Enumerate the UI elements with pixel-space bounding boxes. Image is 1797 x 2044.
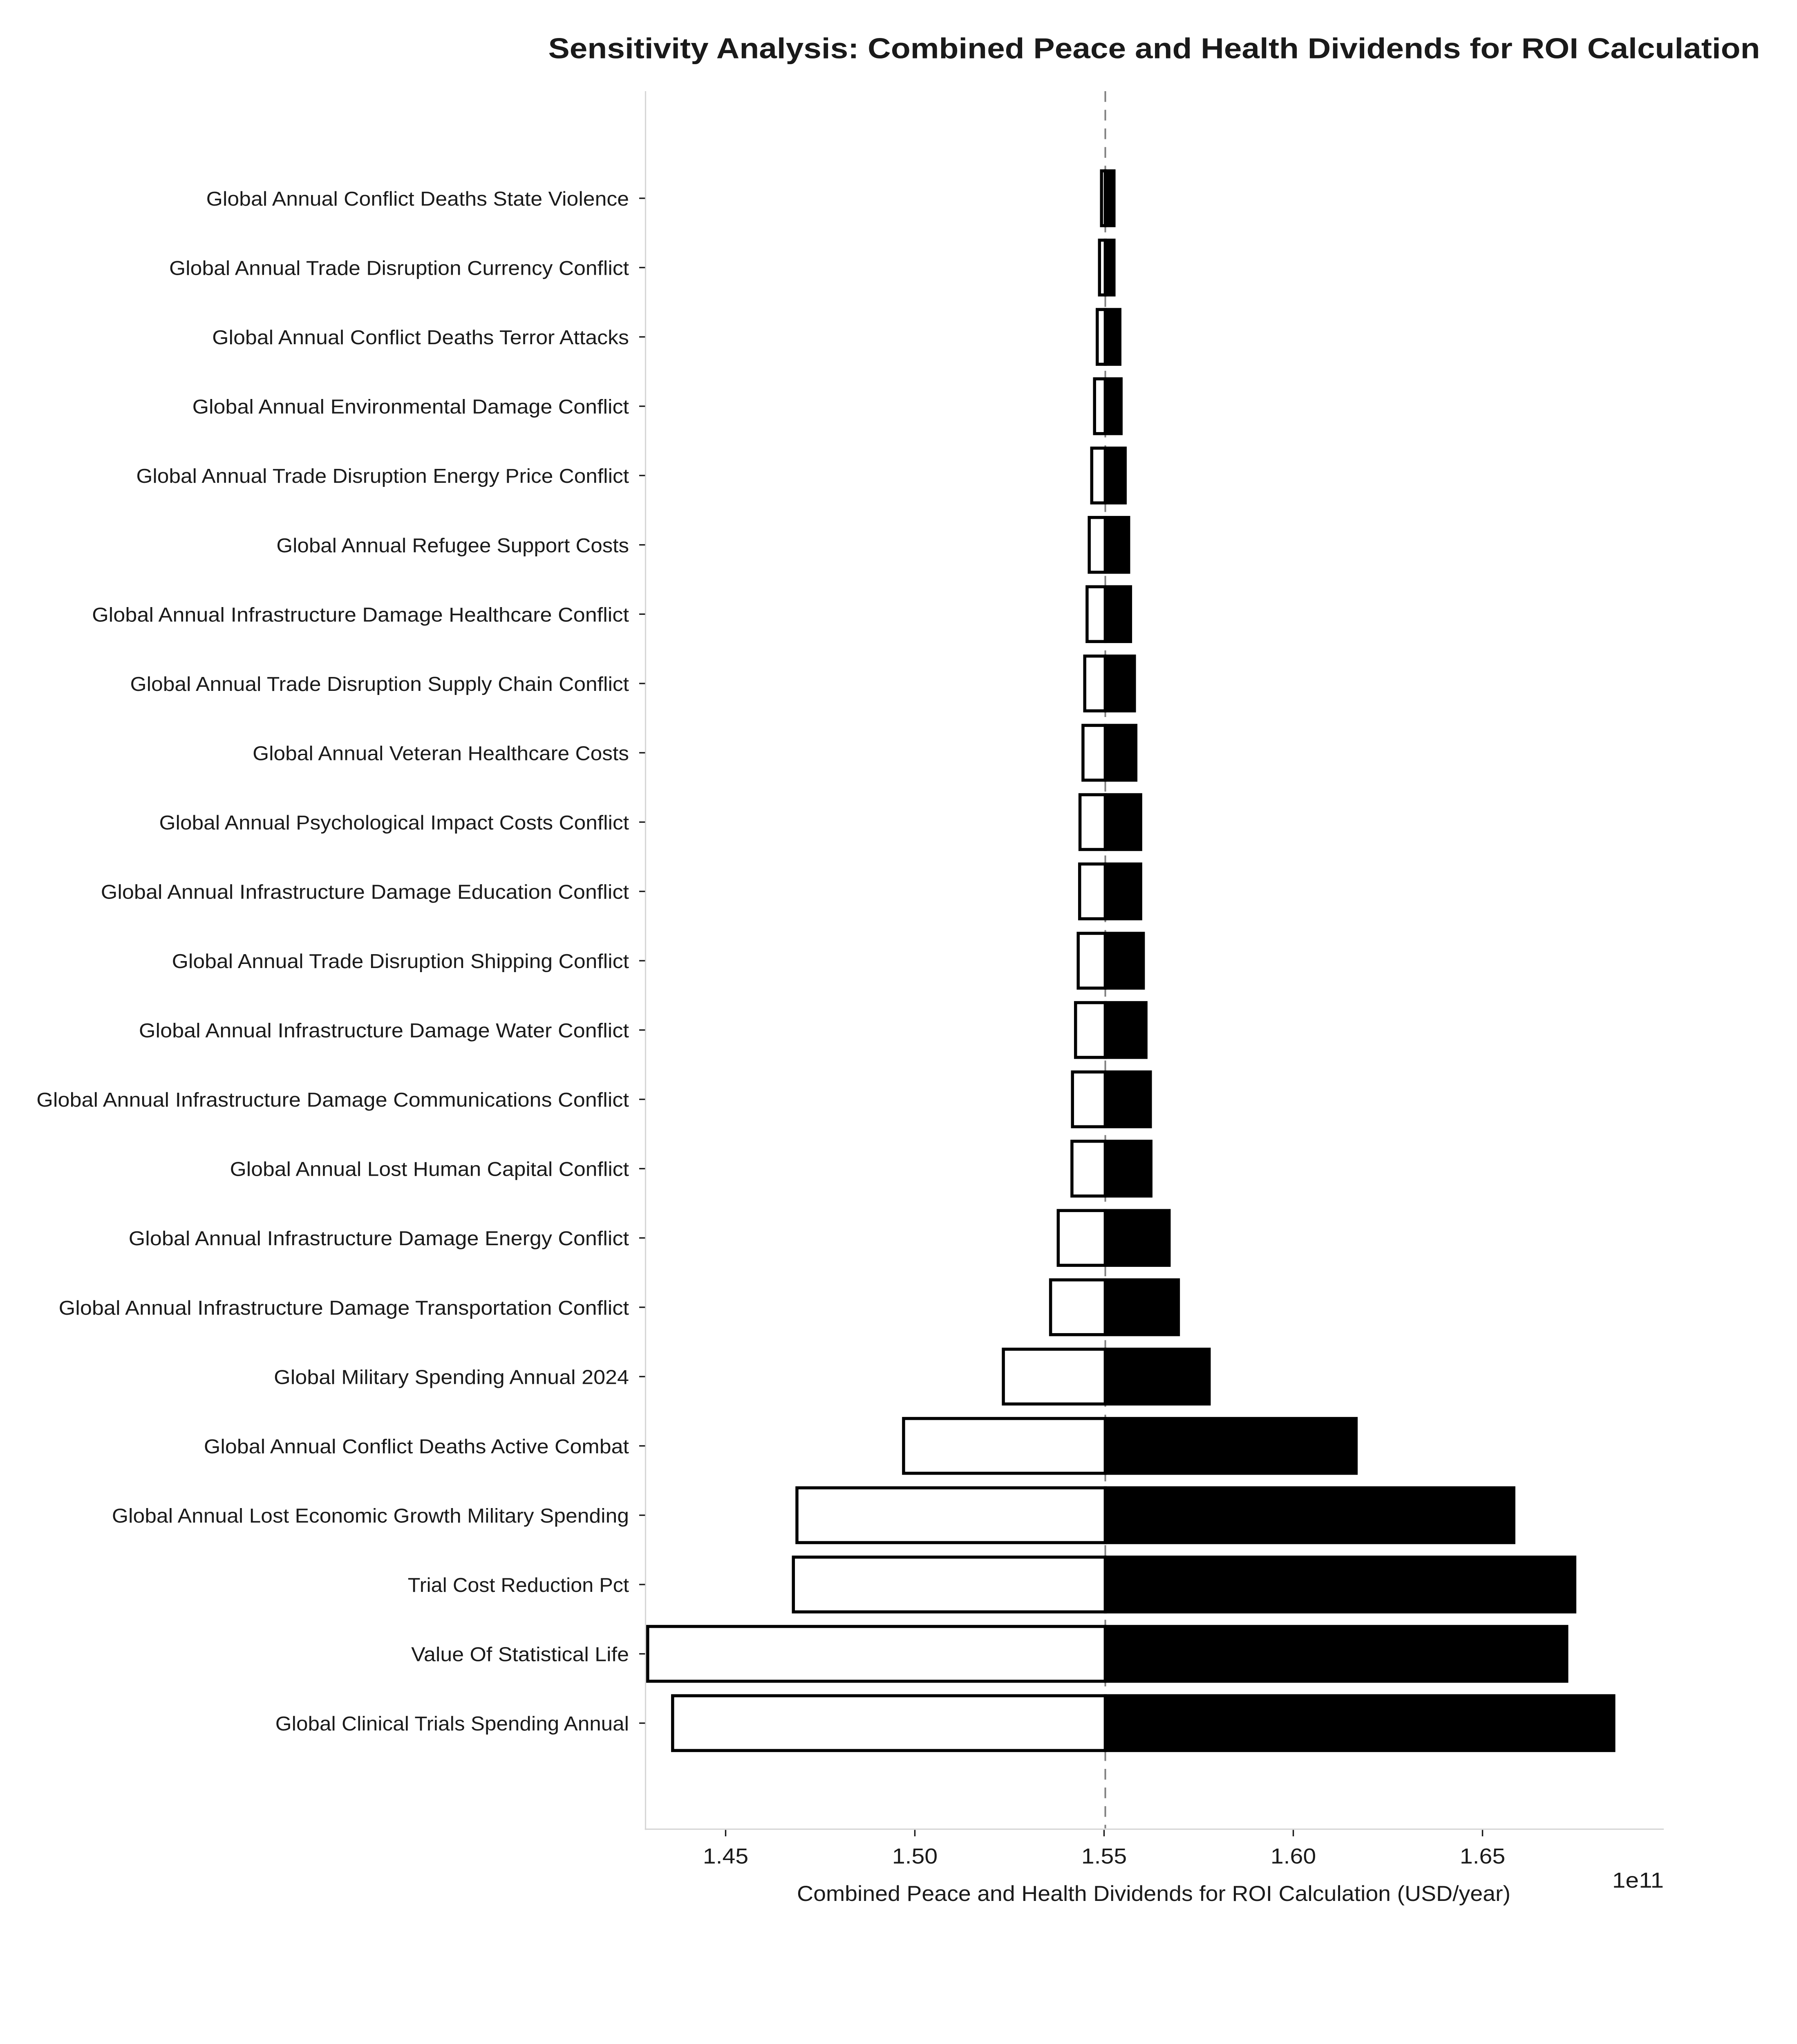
svg-text:Global Annual Infrastructure D: Global Annual Infrastructure Damage Tran… [59, 1297, 629, 1319]
svg-text:Combined Peace and Health Divi: Combined Peace and Health Dividends for … [797, 1882, 1511, 1906]
svg-text:Global Annual Trade Disruption: Global Annual Trade Disruption Energy Pr… [136, 465, 629, 487]
svg-text:Global Annual Infrastructure D: Global Annual Infrastructure Damage Wate… [139, 1020, 629, 1042]
svg-text:Global Annual Infrastructure D: Global Annual Infrastructure Damage Comm… [36, 1089, 629, 1111]
svg-text:1.45: 1.45 [703, 1845, 748, 1869]
svg-text:Global Annual Psychological Im: Global Annual Psychological Impact Costs… [159, 812, 629, 834]
svg-text:1.50: 1.50 [892, 1845, 938, 1869]
svg-text:Global Annual Trade Disruption: Global Annual Trade Disruption Currency … [169, 258, 629, 280]
svg-text:Global Annual Lost Human Capit: Global Annual Lost Human Capital Conflic… [230, 1159, 629, 1181]
svg-text:Value Of Statistical Life: Value Of Statistical Life [411, 1644, 629, 1666]
svg-text:1.65: 1.65 [1460, 1845, 1505, 1869]
svg-text:Global Annual Veteran Healthca: Global Annual Veteran Healthcare Costs [253, 742, 629, 764]
svg-text:Global Annual Environmental Da: Global Annual Environmental Damage Confl… [192, 396, 629, 418]
svg-text:1.55: 1.55 [1081, 1845, 1127, 1869]
svg-text:Global Annual Conflict Deaths: Global Annual Conflict Deaths Active Com… [204, 1436, 629, 1458]
svg-text:Global Annual Infrastructure D: Global Annual Infrastructure Damage Ener… [129, 1228, 629, 1250]
svg-text:1e11: 1e11 [1612, 1869, 1664, 1893]
svg-text:Sensitivity Analysis: Combined: Sensitivity Analysis: Combined Peace and… [548, 32, 1760, 65]
svg-text:Global Annual Lost Economic Gr: Global Annual Lost Economic Growth Milit… [112, 1505, 629, 1527]
svg-text:Global Annual Infrastructure D: Global Annual Infrastructure Damage Heal… [92, 604, 629, 626]
svg-text:Global Annual Trade Disruption: Global Annual Trade Disruption Supply Ch… [130, 673, 629, 695]
svg-text:Global Annual Refugee Support: Global Annual Refugee Support Costs [276, 535, 629, 557]
svg-text:Global Military Spending Annua: Global Military Spending Annual 2024 [274, 1366, 629, 1388]
svg-text:Global Annual Trade Disruption: Global Annual Trade Disruption Shipping … [172, 950, 629, 973]
svg-text:Global Clinical Trials Spendin: Global Clinical Trials Spending Annual [275, 1713, 629, 1735]
svg-text:1.60: 1.60 [1271, 1845, 1316, 1869]
svg-text:Trial Cost Reduction Pct: Trial Cost Reduction Pct [408, 1574, 629, 1596]
svg-text:Global Annual Infrastructure D: Global Annual Infrastructure Damage Educ… [101, 881, 629, 903]
svg-text:Global Annual Conflict Deaths: Global Annual Conflict Deaths State Viol… [206, 188, 629, 210]
svg-text:Global Annual Conflict Deaths: Global Annual Conflict Deaths Terror Att… [212, 327, 629, 349]
